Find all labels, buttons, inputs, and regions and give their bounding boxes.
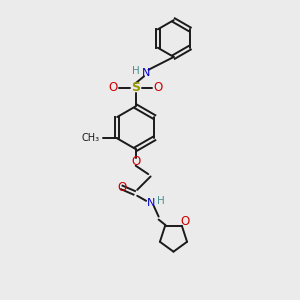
- Text: O: O: [131, 155, 140, 168]
- Text: S: S: [131, 81, 140, 94]
- Text: O: O: [154, 81, 163, 94]
- Text: H: H: [132, 66, 140, 76]
- Text: O: O: [108, 81, 118, 94]
- Text: H: H: [157, 196, 165, 206]
- Text: CH₃: CH₃: [81, 134, 99, 143]
- Text: O: O: [117, 181, 126, 194]
- Text: O: O: [180, 215, 190, 228]
- Text: N: N: [142, 68, 151, 78]
- Text: N: N: [147, 198, 155, 208]
